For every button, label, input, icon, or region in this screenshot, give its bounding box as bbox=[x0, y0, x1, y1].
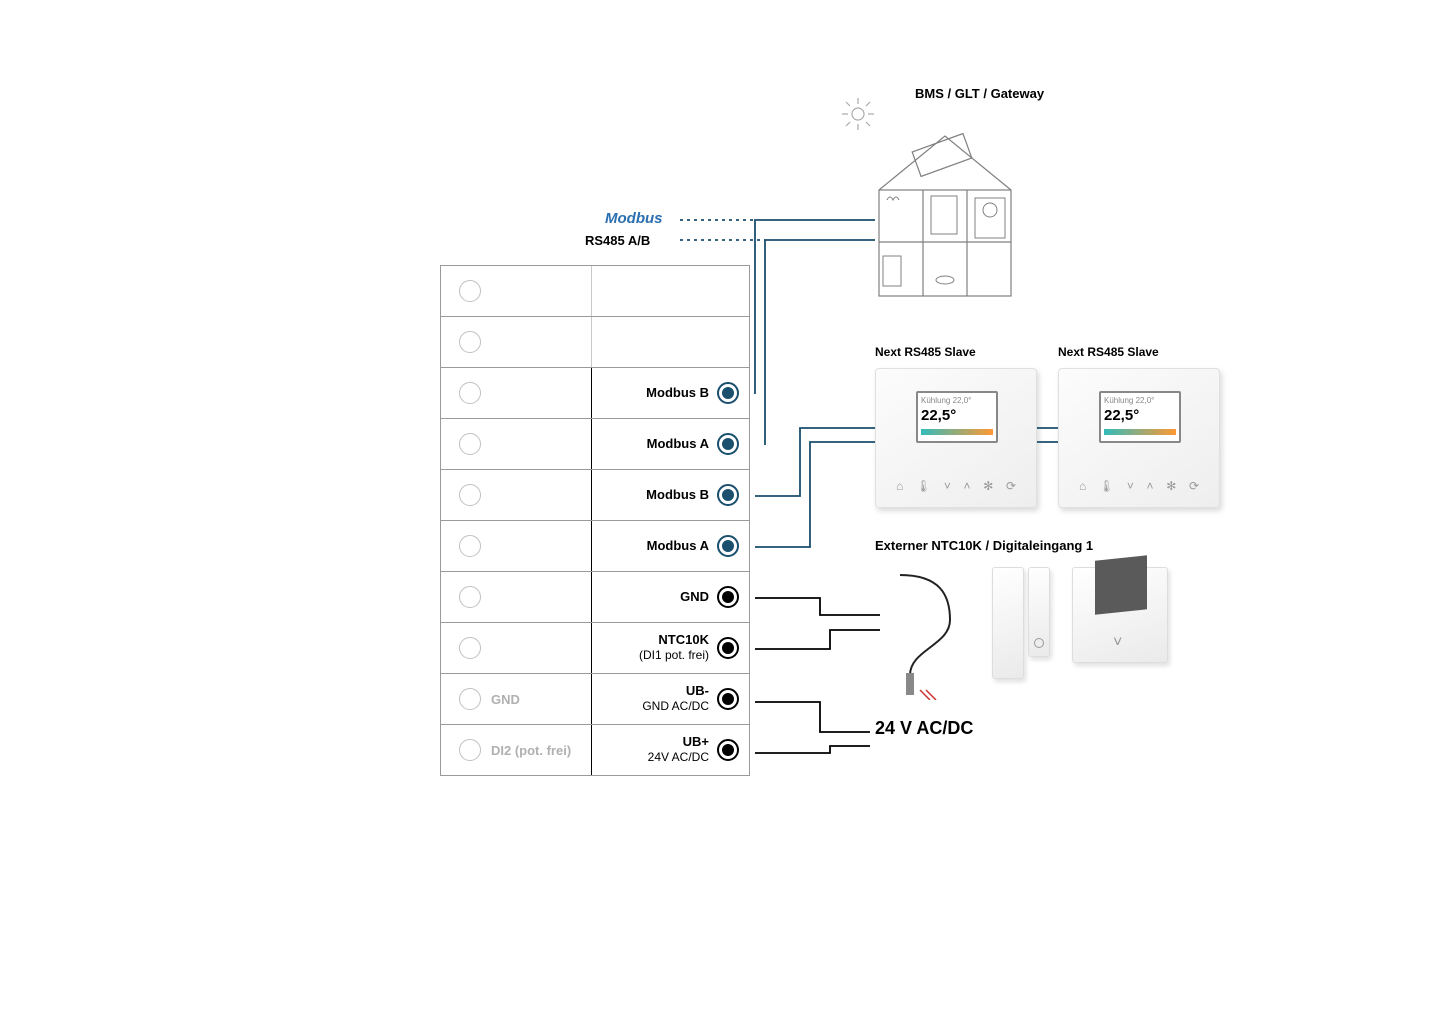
terminal-unused-pad-icon bbox=[459, 688, 481, 710]
bms-label: BMS / GLT / Gateway bbox=[915, 86, 1044, 101]
slave2-label: Next RS485 Slave bbox=[1058, 345, 1159, 359]
terminal-left-cell bbox=[441, 623, 591, 673]
sun-icon bbox=[840, 96, 876, 132]
down-icon: ˅ bbox=[944, 479, 951, 493]
slave2-screen: Kühlung 22,0° 22,5° bbox=[1099, 391, 1181, 443]
fan-icon: ✻ bbox=[983, 479, 993, 493]
terminal-right-label: GND bbox=[680, 590, 709, 605]
mode-icon: ⟳ bbox=[1006, 479, 1016, 493]
terminal-block: Modbus B Modbus A Modbus B Modbus A GND NTC10… bbox=[440, 265, 750, 776]
terminal-left-cell bbox=[441, 368, 591, 418]
terminal-unused-pad-icon bbox=[459, 586, 481, 608]
terminal-right-label: UB+24V AC/DC bbox=[648, 735, 709, 765]
slave-device-2: Kühlung 22,0° 22,5° ⌂ 🌡 ˅ ˄ ✻ ⟳ bbox=[1058, 368, 1220, 508]
terminal-row: Modbus A bbox=[441, 521, 749, 572]
down-icon: ˅ bbox=[1127, 479, 1134, 493]
slave1-button-row: ⌂ 🌡 ˅ ˄ ✻ ⟳ bbox=[896, 479, 1016, 493]
terminal-right-label: UB-GND AC/DC bbox=[642, 684, 709, 714]
slave1-label: Next RS485 Slave bbox=[875, 345, 976, 359]
terminal-left-cell: DI2 (pot. frei) bbox=[441, 725, 591, 775]
terminal-pad-icon bbox=[717, 688, 739, 710]
terminal-right-cell: GND bbox=[591, 572, 749, 622]
terminal-row: Modbus A bbox=[441, 419, 749, 470]
window-contact-magnet-icon bbox=[1028, 567, 1050, 657]
temp-icon: 🌡 bbox=[1099, 479, 1114, 493]
terminal-row: GND bbox=[441, 572, 749, 623]
terminal-pad-icon bbox=[717, 637, 739, 659]
terminal-left-cell bbox=[441, 572, 591, 622]
up-icon: ˄ bbox=[1147, 479, 1154, 493]
terminal-pad-icon bbox=[717, 535, 739, 557]
home-icon: ⌂ bbox=[1079, 479, 1086, 493]
mode-icon: ⟳ bbox=[1189, 479, 1199, 493]
terminal-right-label: NTC10K(DI1 pot. frei) bbox=[639, 633, 709, 663]
rs485-label: RS485 A/B bbox=[585, 233, 650, 248]
fan-icon: ✻ bbox=[1166, 479, 1176, 493]
slave-device-1: Kühlung 22,0° 22,5° ⌂ 🌡 ˅ ˄ ✻ ⟳ bbox=[875, 368, 1037, 508]
up-icon: ˄ bbox=[964, 479, 971, 493]
terminal-left-label: GND bbox=[491, 692, 520, 707]
terminal-right-cell: Modbus B bbox=[591, 470, 749, 520]
external-ntc-label: Externer NTC10K / Digitaleingang 1 bbox=[875, 538, 1093, 553]
terminal-left-cell bbox=[441, 521, 591, 571]
terminal-right-cell: UB+24V AC/DC bbox=[591, 725, 749, 775]
terminal-left-cell bbox=[441, 317, 591, 367]
terminal-pad-icon bbox=[717, 382, 739, 404]
ntc-probe-icon bbox=[880, 565, 975, 700]
keycard-holder-icon: ˅ bbox=[1072, 567, 1168, 663]
terminal-row: Modbus B bbox=[441, 368, 749, 419]
terminal-row: Modbus B bbox=[441, 470, 749, 521]
terminal-left-cell bbox=[441, 470, 591, 520]
terminal-right-cell: Modbus A bbox=[591, 419, 749, 469]
terminal-right-cell: UB-GND AC/DC bbox=[591, 674, 749, 724]
terminal-right-cell: Modbus B bbox=[591, 368, 749, 418]
terminal-row bbox=[441, 266, 749, 317]
terminal-row: NTC10K(DI1 pot. frei) bbox=[441, 623, 749, 674]
terminal-right-label: Modbus B bbox=[646, 386, 709, 401]
terminal-unused-pad-icon bbox=[459, 637, 481, 659]
temp-icon: 🌡 bbox=[916, 479, 931, 493]
modbus-logo: Modbus bbox=[585, 210, 663, 227]
terminal-right-cell: NTC10K(DI1 pot. frei) bbox=[591, 623, 749, 673]
terminal-unused-pad-icon bbox=[459, 484, 481, 506]
slave1-screen: Kühlung 22,0° 22,5° bbox=[916, 391, 998, 443]
terminal-row bbox=[441, 317, 749, 368]
modbus-logo-text: Modbus bbox=[605, 210, 663, 227]
bms-house-icon bbox=[875, 130, 1015, 300]
terminal-unused-pad-icon bbox=[459, 739, 481, 761]
terminal-left-label: DI2 (pot. frei) bbox=[491, 743, 571, 758]
terminal-left-cell: GND bbox=[441, 674, 591, 724]
terminal-row: GND UB-GND AC/DC bbox=[441, 674, 749, 725]
power-label: 24 V AC/DC bbox=[875, 718, 973, 739]
slave2-button-row: ⌂ 🌡 ˅ ˄ ✻ ⟳ bbox=[1079, 479, 1199, 493]
terminal-unused-pad-icon bbox=[459, 433, 481, 455]
terminal-pad-icon bbox=[717, 484, 739, 506]
home-icon: ⌂ bbox=[896, 479, 903, 493]
terminal-pad-icon bbox=[717, 739, 739, 761]
terminal-unused-pad-icon bbox=[459, 280, 481, 302]
terminal-right-cell bbox=[591, 317, 749, 367]
terminal-right-cell bbox=[591, 266, 749, 316]
terminal-left-cell bbox=[441, 266, 591, 316]
terminal-right-cell: Modbus A bbox=[591, 521, 749, 571]
terminal-unused-pad-icon bbox=[459, 382, 481, 404]
terminal-pad-icon bbox=[717, 433, 739, 455]
terminal-pad-icon bbox=[717, 586, 739, 608]
terminal-unused-pad-icon bbox=[459, 535, 481, 557]
window-contact-icon bbox=[992, 567, 1024, 679]
terminal-right-label: Modbus B bbox=[646, 488, 709, 503]
terminal-right-label: Modbus A bbox=[647, 539, 709, 554]
terminal-right-label: Modbus A bbox=[647, 437, 709, 452]
terminal-left-cell bbox=[441, 419, 591, 469]
terminal-row: DI2 (pot. frei) UB+24V AC/DC bbox=[441, 725, 749, 776]
terminal-unused-pad-icon bbox=[459, 331, 481, 353]
